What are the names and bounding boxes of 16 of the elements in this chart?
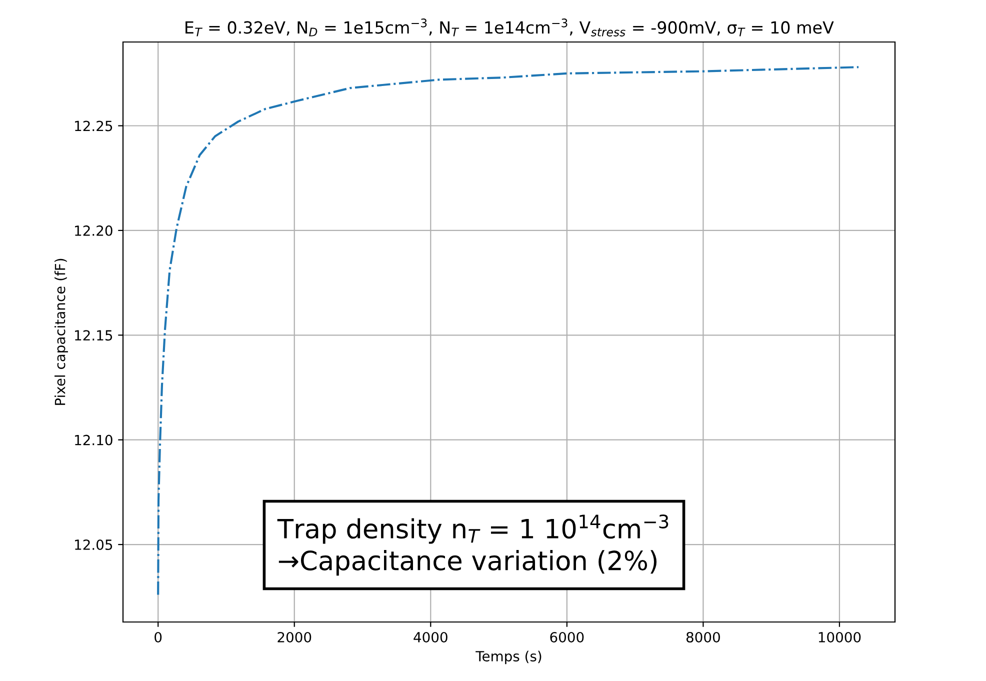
y-axis-title: Pixel capacitance (fF) <box>54 258 68 405</box>
x-tick-label: 6000 <box>550 632 584 642</box>
y-tick-label: 12.15 <box>75 330 112 341</box>
x-tick-label: 2000 <box>278 632 312 642</box>
y-tick-label: 12.20 <box>75 225 112 236</box>
y-tick-label: 12.25 <box>75 120 112 132</box>
y-tick-label: 12.10 <box>75 434 112 446</box>
x-tick-label: 4000 <box>414 632 448 642</box>
annotation: Trap density n$_{T}$ = 1 10$^{14}$cm$^{−3}$ →Capacitance variation (2%) <box>277 514 668 576</box>
chart-title: E$_{T}$ = 0.32eV, N$_{D}$ = 1e15cm$^{−3}$, N$_{T}$ = 1e14cm$^{−3}$, V$_{stress}$ = -900mV, σ$_{T}$ = 10 meV <box>186 18 834 36</box>
x-axis-title: Temps (s) <box>476 650 542 664</box>
line-series <box>157 66 860 596</box>
x-tick-label: 0 <box>154 632 162 642</box>
x-tick-label: 10000 <box>818 632 861 642</box>
x-tick-label: 8000 <box>686 632 720 642</box>
y-tick-label: 12.05 <box>75 539 112 550</box>
